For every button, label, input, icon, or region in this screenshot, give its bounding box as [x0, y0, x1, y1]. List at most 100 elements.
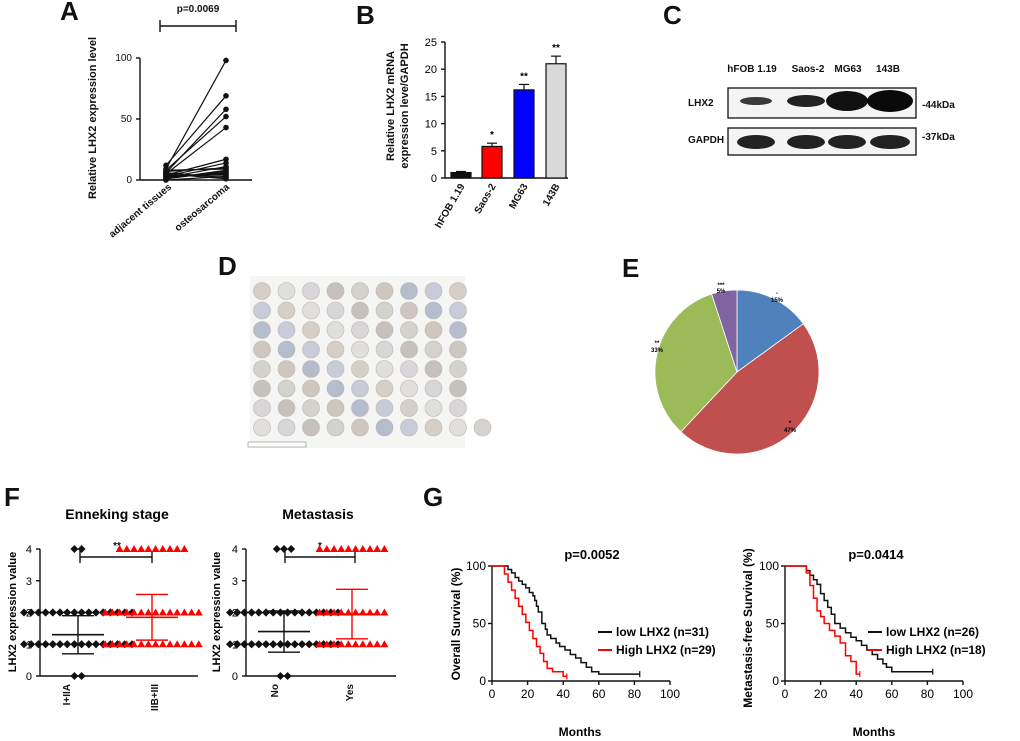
f-point-diamond: [48, 640, 57, 649]
tma-core: [326, 340, 345, 359]
f-point-diamond: [290, 640, 299, 649]
a-point-adjacent: [163, 167, 169, 174]
g1-ylabel: Overall Survival (%): [449, 568, 463, 681]
f-point-triangle: [166, 608, 174, 616]
c-row-lhx2: LHX2: [688, 98, 714, 109]
c-lane-hfob: hFOB 1.19: [727, 64, 777, 75]
f-point-triangle: [137, 608, 146, 616]
band-gapdh-mg63: [828, 135, 866, 149]
panel-label-c: C: [663, 0, 682, 30]
tma-core: [449, 379, 467, 398]
a-point-osteosarcoma: [223, 93, 229, 99]
tma-core: [277, 399, 296, 417]
f-point-triangle: [322, 545, 331, 552]
f-point-triangle: [108, 640, 117, 648]
f-point-diamond: [77, 672, 86, 680]
f-point-diamond: [298, 608, 306, 617]
a-xtick-osteosarcoma: osteosarcoma: [173, 182, 232, 234]
f-point-triangle: [158, 608, 167, 616]
a-pvalue: p=0.0069: [177, 4, 220, 15]
f-point-diamond: [269, 640, 278, 649]
g2-ylabel: Metastasis-free Survival (%): [741, 548, 755, 707]
band-gapdh-saos2: [787, 135, 825, 149]
f-point-diamond: [34, 640, 43, 649]
tma-core: [424, 282, 443, 300]
c-size-37: -37kDa: [922, 132, 955, 143]
a-ylabel: Relative LHX2 expression level: [87, 37, 99, 199]
f-point-triangle: [380, 640, 389, 648]
f-point-triangle: [115, 640, 124, 648]
tma-core: [375, 301, 394, 320]
f-point-triangle: [366, 640, 374, 648]
f-ytick-label: 3: [232, 576, 238, 588]
f-point-diamond: [287, 545, 296, 553]
b-ytick-label: 5: [431, 146, 437, 158]
a-point-osteosarcoma: [223, 57, 229, 64]
tma-core: [326, 321, 345, 339]
tma-core: [400, 418, 418, 437]
e-slice-1: [680, 323, 820, 455]
g-survival-curve: [492, 565, 640, 675]
f-point-diamond: [283, 672, 292, 680]
f-point-triangle: [351, 640, 360, 648]
f-point-diamond: [283, 608, 292, 617]
f-point-triangle: [158, 545, 167, 552]
g-xtick-label: 60: [885, 687, 899, 701]
tma-core: [375, 321, 394, 339]
b-annotation: *: [490, 130, 494, 141]
f-point-diamond: [56, 640, 64, 649]
f-point-triangle: [122, 545, 131, 552]
tma-core: [375, 360, 394, 378]
c-row-gapdh: GAPDH: [688, 135, 724, 146]
f-point-triangle: [130, 640, 138, 648]
tma-core: [424, 301, 443, 320]
f-point-diamond: [233, 608, 242, 617]
f-point-triangle: [180, 545, 189, 552]
a-pair-line: [165, 127, 227, 175]
c-lane-mg63: MG63: [834, 64, 862, 75]
f-point-diamond: [272, 545, 281, 553]
e-pct-33: 33%: [651, 348, 664, 354]
tma-core: [473, 418, 492, 437]
g-survival-curve: [492, 565, 567, 678]
c-lane-143b: 143B: [876, 64, 900, 75]
f-point-diamond: [262, 608, 270, 617]
b-annotation: **: [520, 71, 528, 82]
f-point-diamond: [27, 640, 36, 649]
f-point-triangle: [151, 545, 160, 552]
b-ylabel-line2: expression leve/GAPDH: [399, 43, 411, 168]
panel-label-d: D: [218, 251, 237, 281]
g1-xlabel: Months: [559, 725, 602, 739]
f-point-triangle: [315, 545, 324, 552]
tma-core: [351, 321, 369, 339]
tma-core: [326, 301, 345, 320]
f1-xtick-1: IIB+III: [150, 684, 161, 711]
f-ytick-label: 3: [26, 576, 32, 588]
f-point-diamond: [56, 608, 64, 617]
g2-legend-high: High LHX2 (n=18): [886, 643, 986, 657]
f-point-triangle: [115, 545, 124, 552]
f-point-triangle: [315, 608, 324, 616]
f-point-diamond: [254, 640, 263, 649]
f-point-diamond: [290, 608, 299, 617]
f-point-diamond: [262, 640, 270, 649]
tma-core: [400, 379, 418, 398]
tma-core: [424, 418, 443, 437]
tma-core: [326, 379, 345, 398]
tma-core: [424, 340, 443, 359]
band-lhx2-saos2: [787, 95, 825, 107]
f-point-diamond: [20, 608, 28, 617]
tma-core: [449, 360, 467, 378]
f-point-diamond: [34, 608, 43, 617]
g-xtick-label: 20: [521, 687, 535, 701]
f-point-triangle: [101, 640, 110, 648]
tma-core: [351, 340, 369, 359]
tma-core: [449, 301, 467, 320]
f-point-diamond: [77, 640, 86, 649]
f1-ylabel: LHX2 expression value: [7, 552, 19, 672]
f-point-triangle: [315, 640, 324, 648]
tma-core: [449, 321, 467, 339]
tma-core: [400, 340, 418, 359]
western-blot: hFOB 1.19 Saos-2 MG63 143B LHX2 GAPDH -4…: [688, 64, 955, 156]
